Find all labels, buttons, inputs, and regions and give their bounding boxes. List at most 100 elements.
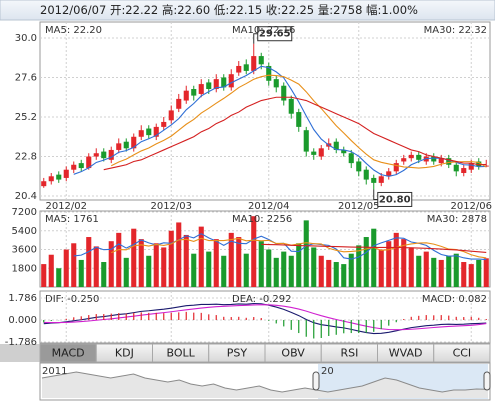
candle-body (161, 121, 167, 127)
candle-body (431, 156, 437, 162)
volume-bar (101, 262, 107, 287)
volume-bar (86, 237, 92, 287)
indicator-tab-label: BOLL (166, 347, 195, 360)
volume-bar (146, 255, 152, 287)
volume-bar (416, 255, 422, 287)
x-tick-label: 2012/05 (338, 201, 380, 212)
volume-bar (228, 232, 234, 287)
candle-body (333, 141, 339, 150)
annotation-box (257, 26, 293, 42)
volume-bar (318, 255, 324, 287)
candle-body (341, 149, 347, 154)
candle-body (266, 65, 272, 81)
navigator-area (42, 372, 488, 398)
volume-bar (296, 243, 302, 287)
x-tick-label: 2012/06 (450, 201, 492, 212)
candle-body (243, 64, 249, 71)
indicator-tab-label: OBV (281, 347, 305, 360)
candle-body (483, 165, 489, 167)
volume-bar (408, 247, 414, 287)
legend-entry: MA5: 22.20 (45, 25, 102, 36)
candle-body (401, 158, 407, 162)
x-tick-label: 2012/02 (45, 201, 87, 212)
volume-bar (198, 226, 204, 287)
candle-body (273, 79, 279, 88)
volume-bar (326, 259, 332, 287)
candle-body (318, 148, 324, 157)
annotation-label: 29.65 (259, 29, 291, 40)
volume-bar (483, 258, 489, 287)
candle-body (123, 141, 129, 149)
volume-bar (71, 243, 77, 287)
candle-body (63, 169, 69, 178)
volume-bar (266, 249, 272, 287)
navigator-label: 20 (321, 366, 334, 377)
volume-bar (221, 255, 227, 287)
ma-line (43, 304, 487, 331)
volume-bar (41, 264, 47, 287)
volume-bar (393, 232, 399, 287)
y-tick-label: -1.786 (5, 337, 37, 348)
candle-body (168, 110, 174, 121)
volume-bar (213, 239, 219, 287)
candle-body (453, 164, 459, 172)
navigator-handle-right[interactable] (483, 371, 491, 391)
candle-body (86, 156, 92, 169)
y-tick-label: 22.8 (15, 152, 37, 163)
ma-line (73, 65, 487, 177)
candle-body (303, 130, 309, 152)
indicator-tab-label: KDJ (115, 347, 134, 360)
candle-body (386, 171, 392, 177)
annotation-box (377, 191, 413, 207)
candle-body (311, 151, 317, 155)
candle-body (213, 79, 219, 90)
volume-bar (251, 216, 257, 287)
candle-body (446, 158, 452, 165)
candle-body (251, 56, 257, 71)
volume-bar (356, 245, 362, 287)
volume-panel (39, 210, 491, 288)
candle-body (93, 153, 99, 157)
volume-bar (446, 255, 452, 287)
ma-line (111, 74, 487, 169)
candle-body (416, 154, 422, 160)
navigator-handle-left[interactable] (312, 371, 320, 391)
candle-body (71, 164, 77, 170)
volume-bar (206, 251, 212, 287)
legend-entry: MA30: 22.32 (424, 25, 487, 36)
candle-body (206, 82, 212, 90)
candle-body (408, 154, 414, 159)
annotation-leader (253, 33, 258, 44)
candle-body (116, 143, 122, 150)
ma-line (111, 237, 487, 259)
x-tick-label: 2012/04 (248, 201, 290, 212)
candle-body (176, 98, 182, 109)
header-text: 2012/06/07 开:22.22 高:22.60 低:22.15 收:22.… (40, 3, 418, 17)
ma-line (103, 96, 487, 171)
candle-body (191, 89, 197, 96)
candle-body (356, 161, 362, 172)
volume-bar (78, 259, 84, 287)
volume-bar (123, 257, 129, 287)
indicator-tab[interactable] (433, 343, 491, 363)
candle-body (288, 98, 294, 114)
legend-entry: MA30: 2878 (427, 214, 487, 225)
navigator-label: 2011 (42, 366, 67, 377)
candle-body (378, 176, 384, 183)
y-tick-label: 25.2 (15, 112, 37, 123)
candle-body (476, 161, 482, 167)
candle-body (78, 163, 84, 169)
legend-entry: MACD: 0.082 (422, 294, 487, 305)
candle-body (236, 65, 242, 73)
annotation-label: 20.80 (379, 194, 411, 205)
volume-bar (363, 237, 369, 287)
volume-bar (63, 249, 69, 287)
volume-bar (258, 241, 264, 287)
volume-bar (153, 243, 159, 287)
annotation-leader (373, 189, 378, 200)
y-tick-label: 30.0 (15, 33, 37, 44)
candle-body (131, 136, 137, 149)
candle-body (221, 77, 227, 88)
candle-body (48, 176, 54, 182)
